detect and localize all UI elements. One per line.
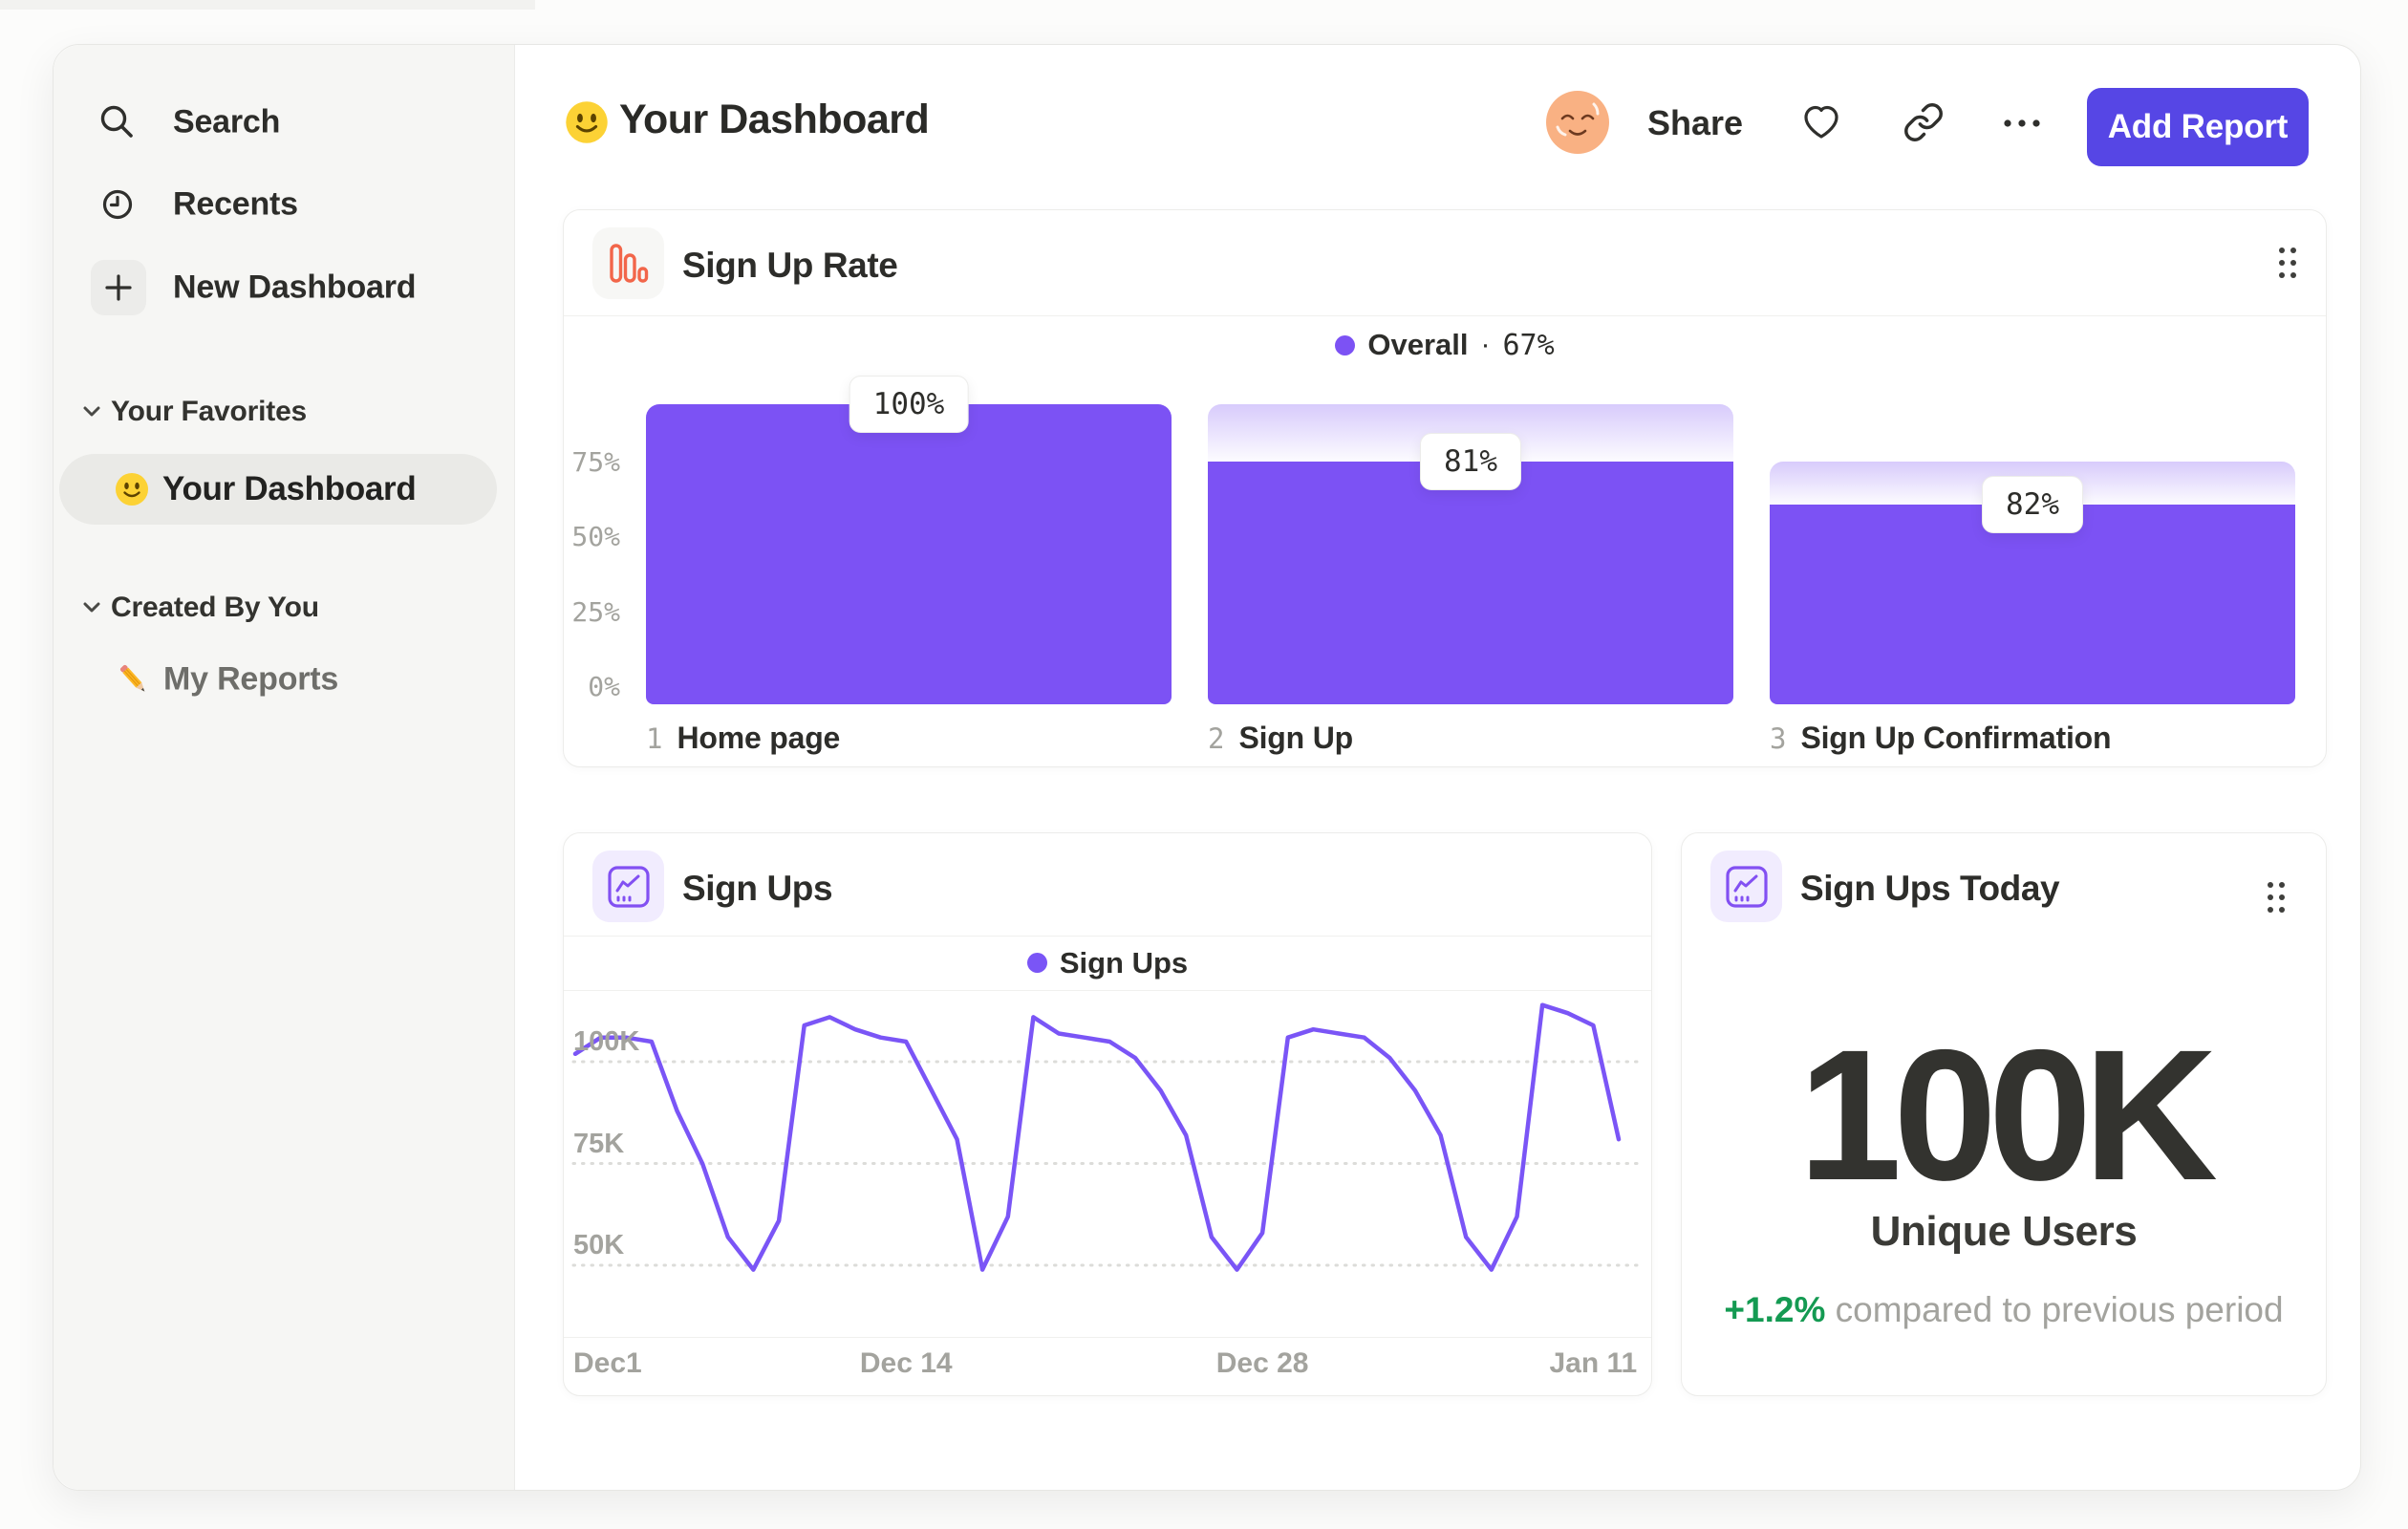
- pencil-icon: [115, 660, 153, 703]
- funnel-legend: Overall · 67%: [564, 315, 2326, 375]
- divider: [564, 990, 1651, 991]
- line-plot: [564, 991, 1651, 1337]
- sign-ups-today-card: Sign Ups Today 100K Unique Users +1.2% c…: [1681, 832, 2327, 1396]
- x-axis-tick: Dec 14: [859, 1347, 953, 1379]
- user-avatar[interactable]: [1546, 91, 1609, 154]
- chevron-down-icon: [82, 405, 101, 422]
- stat-value: 100K: [1797, 1011, 2218, 1219]
- sidebar-item-new-dashboard[interactable]: New Dashboard: [54, 254, 505, 321]
- funnel-bar: 81%: [1208, 404, 1733, 704]
- funnel-bar-fill: [646, 404, 1172, 704]
- funnel-bar: 100%: [646, 376, 1172, 704]
- y-axis-tick: 25%: [571, 595, 620, 628]
- funnel-bar-fill: [1770, 505, 2295, 704]
- more-options-button[interactable]: [2001, 116, 2043, 131]
- line-chart-svg: [571, 1002, 1644, 1272]
- drag-handle-icon[interactable]: [2276, 245, 2299, 286]
- value-tooltip: 100%: [849, 376, 969, 433]
- line-chart-icon: [1710, 851, 1782, 922]
- copy-link-button[interactable]: [1903, 101, 1945, 143]
- legend-value: 67%: [1502, 328, 1555, 362]
- share-button[interactable]: Share: [1647, 103, 1744, 142]
- legend-label: Sign Ups: [1059, 945, 1189, 980]
- step-number: 2: [1208, 722, 1225, 755]
- y-axis-tick: 0%: [588, 671, 620, 702]
- divider: [564, 1337, 1651, 1338]
- legend-dot: [1335, 334, 1356, 355]
- favorite-heart-button[interactable]: [1800, 101, 1842, 143]
- section-title: Created By You: [111, 592, 319, 623]
- ellipsis-icon: [2004, 119, 2040, 127]
- card-title: Sign Ups Today: [1800, 869, 2060, 908]
- line-series: [572, 1002, 1622, 1272]
- drag-handle-icon[interactable]: [2265, 879, 2288, 920]
- funnel-step-label: 1 Home page: [646, 721, 840, 756]
- smiley-face-icon: [115, 472, 149, 511]
- step-name: Sign Up: [1238, 721, 1353, 755]
- step-number: 1: [646, 722, 663, 755]
- step-number: 3: [1770, 722, 1787, 755]
- chevron-down-icon: [82, 601, 101, 618]
- y-axis-tick: 50%: [571, 521, 620, 552]
- background-artifact: [0, 0, 535, 10]
- delta-value: +1.2%: [1724, 1290, 1826, 1329]
- delta-note: compared to previous period: [1835, 1290, 2284, 1329]
- value-tooltip: 81%: [1420, 432, 1521, 490]
- sidebar-item-label: Search: [173, 103, 281, 140]
- sidebar-item-label: Your Dashboard: [162, 470, 417, 507]
- stat-delta: +1.2% compared to previous period: [1682, 1290, 2326, 1330]
- step-name: Sign Up Confirmation: [1800, 721, 2112, 755]
- clock-icon: [96, 183, 140, 231]
- sidebar-item-your-dashboard[interactable]: Your Dashboard: [59, 454, 497, 525]
- stat-label: Unique Users: [1870, 1208, 2138, 1255]
- card-title: Sign Ups: [682, 869, 833, 908]
- plus-icon: [91, 260, 146, 315]
- x-axis-tick: Dec1: [573, 1347, 642, 1379]
- value-tooltip: 82%: [1982, 476, 2083, 534]
- link-icon: [1904, 103, 1943, 141]
- smiley-face-icon: [565, 100, 609, 149]
- y-axis-tick: 75%: [571, 445, 620, 478]
- funnel-plot: 100% 81% 82%: [564, 376, 2326, 704]
- x-axis-tick: Jan 11: [1549, 1347, 1638, 1379]
- section-title: Your Favorites: [111, 396, 308, 427]
- funnel-bar: 82%: [1770, 404, 2295, 704]
- sidebar-item-my-reports[interactable]: My Reports: [54, 646, 505, 713]
- page-title: Your Dashboard: [619, 97, 930, 142]
- app-window: Search Recents New Dashboard Your Favori…: [53, 44, 2361, 1491]
- bar-chart-icon: [592, 227, 664, 299]
- sidebar-item-search[interactable]: Search: [54, 89, 505, 156]
- sidebar-item-label: Recents: [173, 185, 298, 223]
- sidebar-item-recents[interactable]: Recents: [54, 171, 505, 238]
- step-name: Home page: [677, 721, 841, 755]
- y-axis-tick: 50K: [573, 1230, 625, 1260]
- sidebar: Search Recents New Dashboard Your Favori…: [54, 45, 515, 1490]
- line-legend: Sign Ups: [564, 936, 1651, 990]
- sign-ups-card: Sign Ups Sign Ups 100K 75K 50K Dec1 Dec 14 De…: [563, 832, 1652, 1396]
- heart-icon: [1804, 105, 1838, 139]
- x-axis-tick: Dec 28: [1215, 1347, 1309, 1379]
- sidebar-item-label: New Dashboard: [173, 269, 417, 306]
- legend-separator: ·: [1480, 329, 1491, 360]
- divider: [564, 315, 2326, 316]
- legend-label: Overall: [1367, 328, 1469, 361]
- y-axis-tick: 75K: [573, 1128, 625, 1159]
- divider: [564, 936, 1651, 937]
- sidebar-item-label: My Reports: [163, 660, 339, 698]
- funnel-step-label: 3 Sign Up Confirmation: [1770, 721, 2112, 756]
- funnel-step-label: 2 Sign Up: [1208, 721, 1353, 756]
- search-icon: [96, 100, 140, 149]
- line-chart-icon: [592, 851, 664, 922]
- add-report-button[interactable]: Add Report: [2087, 88, 2309, 166]
- funnel-bar-fill: [1208, 461, 1733, 704]
- card-title: Sign Up Rate: [682, 246, 898, 285]
- y-axis-tick: 100K: [573, 1026, 640, 1057]
- legend-dot: [1026, 953, 1047, 973]
